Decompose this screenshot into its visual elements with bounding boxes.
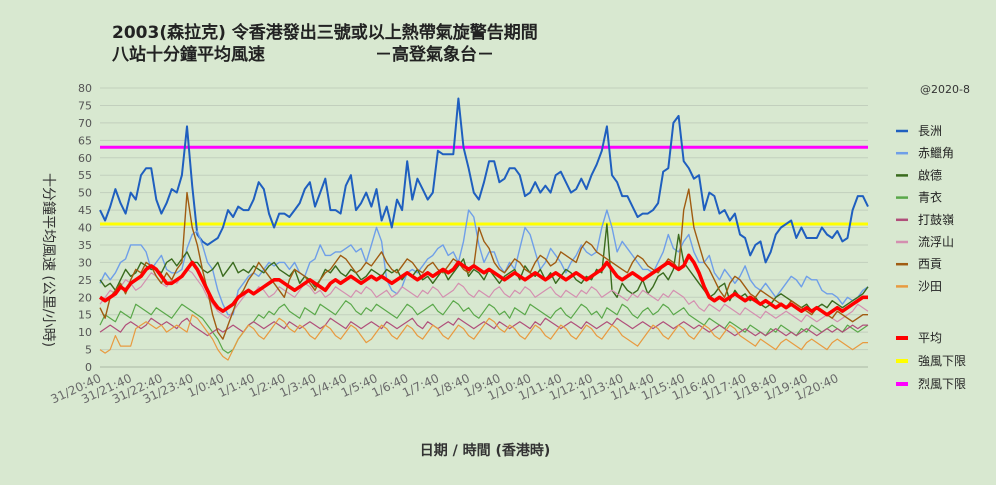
legend-label: 流浮山 bbox=[918, 235, 954, 249]
y-tick-label: 40 bbox=[78, 222, 92, 235]
x-axis-label: 日期 / 時間 (香港時) bbox=[420, 442, 551, 459]
y-tick-label: 20 bbox=[78, 291, 92, 304]
legend-label: 沙田 bbox=[918, 279, 942, 293]
y-tick-label: 35 bbox=[78, 239, 92, 252]
chart-title-line2: 八站十分鐘平均風速 bbox=[112, 44, 265, 65]
chart-title-line1: 2003(森拉克) 令香港發出三號或以上熱帶氣旋警告期間 bbox=[112, 22, 538, 43]
series-line bbox=[99, 209, 869, 316]
legend-label: 青衣 bbox=[918, 190, 942, 205]
y-tick-label: 25 bbox=[78, 274, 92, 287]
chart-title-source: －高登氣象台－ bbox=[375, 44, 494, 65]
y-axis: 0 5 10 15 20 25 30 35 40 45 50 55 60 65 70 75 80 bbox=[78, 82, 92, 374]
legend-label: 西貢 bbox=[918, 257, 942, 271]
legend-label: 平均 bbox=[918, 331, 942, 345]
legend-label: 長洲 bbox=[918, 124, 942, 138]
series-line bbox=[99, 317, 868, 337]
series-lines bbox=[99, 97, 869, 361]
y-tick-label: 65 bbox=[78, 134, 92, 147]
y-tick-label: 0 bbox=[85, 361, 92, 374]
threshold-lines bbox=[100, 145, 868, 226]
series-line bbox=[99, 314, 868, 361]
legend-label: 烈風下限 bbox=[918, 377, 966, 391]
series-line bbox=[99, 253, 868, 317]
y-tick-label: 30 bbox=[78, 256, 92, 269]
y-tick-label: 45 bbox=[78, 204, 92, 217]
x-axis: 31/20:4031/21:4031/22:4031/23:401/0:401/… bbox=[48, 366, 868, 407]
y-tick-label: 10 bbox=[78, 326, 92, 339]
series-line bbox=[99, 188, 868, 340]
y-tick-label: 75 bbox=[78, 99, 92, 112]
y-tick-label: 70 bbox=[78, 117, 92, 130]
series-line bbox=[99, 97, 869, 264]
y-tick-label: 5 bbox=[85, 344, 92, 357]
y-tick-label: 15 bbox=[78, 309, 92, 322]
legend-label: 強風下限 bbox=[918, 354, 966, 368]
series-line bbox=[99, 268, 869, 323]
y-tick-label: 50 bbox=[78, 187, 92, 200]
legend-label: 打鼓嶺 bbox=[918, 213, 954, 227]
y-tick-label: 55 bbox=[78, 169, 92, 182]
series-line bbox=[99, 300, 869, 354]
legend-label: 啟德 bbox=[918, 167, 942, 182]
y-axis-label: 十分鐘平均風速 (公里/小時) bbox=[40, 173, 57, 347]
legend-label: 赤鱲角 bbox=[918, 146, 954, 160]
y-tick-label: 60 bbox=[78, 152, 92, 165]
y-tick-label: 80 bbox=[78, 82, 92, 95]
copyright-label: @2020-8 bbox=[920, 83, 970, 96]
